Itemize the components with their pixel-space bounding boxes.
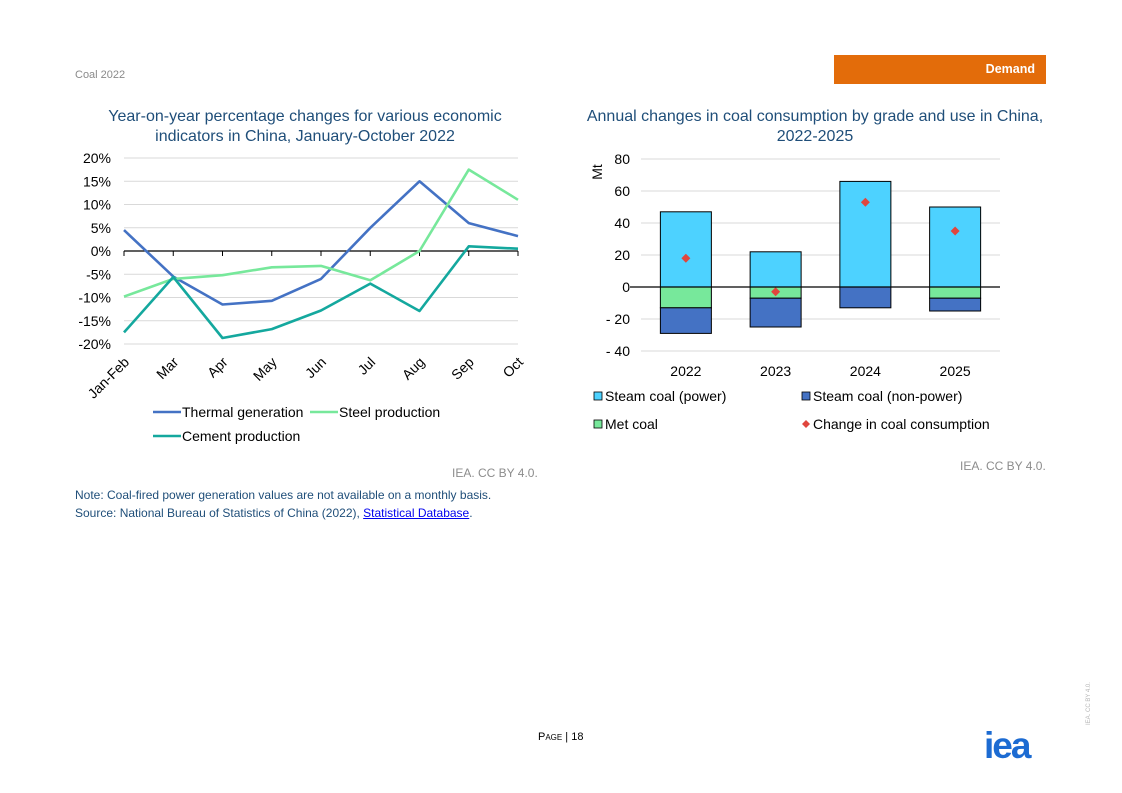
section-label: Demand [985,62,1035,76]
y-tick-label: - 20 [606,311,630,327]
bar-chart-title: Annual changes in coal consumption by gr… [586,108,1044,145]
note-text: Note: Coal-fired power generation values… [75,488,492,502]
x-tick-label: 2025 [940,363,971,379]
legend-swatch [802,420,810,428]
bar-chart-credit: IEA. CC BY 4.0. [960,459,1046,473]
y-axis-label: Mt [589,164,605,180]
vertical-credit: IEA. CC BY 4.0. [1086,682,1092,725]
legend-swatch [593,419,603,429]
line-chart-credit: IEA. CC BY 4.0. [452,466,538,480]
series-line-cement-production [123,245,519,340]
legend-label: Steam coal (non-power) [813,388,962,404]
page-number: Page | 18 [538,731,583,743]
y-tick-label: 0% [91,243,111,259]
report-title: Coal 2022 [75,69,126,81]
marker-change-in-consumption [860,197,870,207]
legend-label: Thermal generation [182,404,303,420]
legend-label: Cement production [182,428,300,444]
bar-met-coal [929,286,982,299]
legend-label: Steam coal (power) [605,388,726,404]
legend-swatch [801,391,811,401]
x-tick-label: 2023 [760,363,791,379]
x-tick-label: 2024 [850,363,881,379]
line-chart-title: Year-on-year percentage changes for vari… [108,108,502,145]
y-tick-label: 80 [614,151,630,167]
source-prefix: Source: National Bureau of Statistics of… [75,506,364,520]
section-tab: Demand [834,55,1046,84]
marker-change-in-consumption [681,253,691,263]
y-tick-label: 40 [614,215,630,231]
marker-change-in-consumption [771,287,781,297]
y-tick-label: 15% [83,173,111,189]
bar-steam-power [929,206,982,288]
y-tick-label: -20% [78,336,111,352]
bar-steam-non-power [839,286,892,309]
legend-label: Change in coal consumption [813,416,990,432]
y-tick-label: 60 [614,183,630,199]
legend-label: Met coal [605,416,658,432]
y-tick-label: 20% [83,150,111,166]
source-text: Source: National Bureau of Statistics of… [75,506,473,520]
bar-steam-power [839,180,892,288]
y-tick-label: 20 [614,247,630,263]
x-tick-label: 2022 [670,363,701,379]
bar-steam-non-power [929,297,982,312]
y-tick-label: -5% [86,266,111,282]
bar-steam-non-power [659,307,712,334]
y-tick-label: 0 [622,279,630,295]
y-tick-label: 10% [83,197,111,213]
iea-logo: iea [984,725,1031,766]
legend-swatch [593,391,603,401]
source-suffix: . [469,506,473,520]
legend-label: Steel production [339,404,440,420]
page-label: Page [538,731,563,743]
bar-steam-non-power [749,297,802,328]
series-line-thermal-generation [123,180,519,306]
bar-steam-power [659,211,712,288]
y-tick-label: -15% [78,313,111,329]
page-number-value: | 18 [565,731,584,743]
y-tick-label: 5% [91,220,111,236]
bar-met-coal [659,286,712,309]
y-tick-label: -10% [78,290,111,306]
marker-change-in-consumption [950,226,960,236]
y-tick-label: - 40 [606,343,630,359]
bar-steam-power [749,251,802,288]
statistical-database-link[interactable]: Statistical Database [363,506,470,520]
series-line-steel-production [123,168,519,298]
